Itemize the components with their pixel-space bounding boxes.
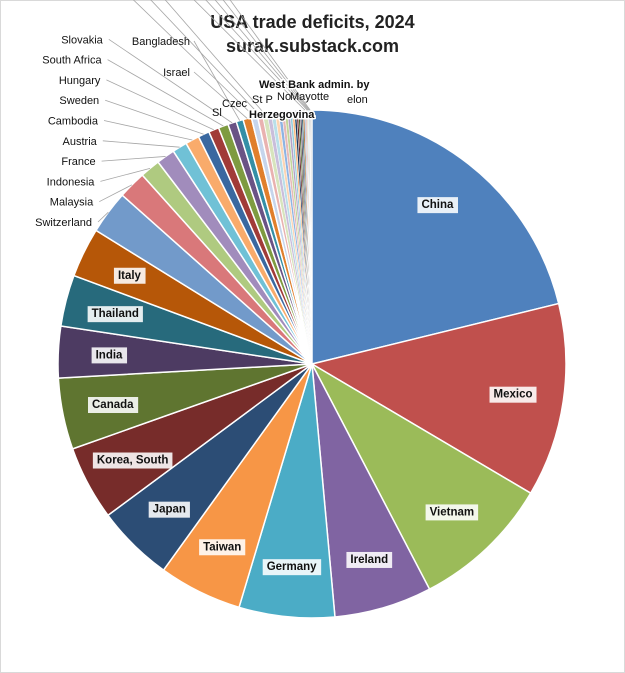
slice-label-israel-23: Israel — [163, 67, 190, 79]
slice-label-japan-6: Japan — [148, 501, 190, 518]
leader-line-west-bank-admin-by-46 — [222, 0, 310, 111]
leader-line-israel-23 — [193, 71, 248, 119]
slice-label-west-bank-admin-by-46: West Bank admin. by — [259, 79, 370, 91]
pie-slice-mexico-1 — [310, 302, 567, 495]
pie-slice-vietnam-2 — [310, 362, 532, 591]
slice-label-korea-south-7: Korea, South — [92, 452, 173, 469]
slice-label-vietnam-2: Vietnam — [425, 504, 479, 521]
slice-label-malaysia-13: Malaysia — [50, 197, 94, 209]
slice-label-ireland-3: Ireland — [346, 551, 393, 568]
leader-line-sl-24 — [132, 0, 255, 117]
pie-slice-unlabeled-49 — [311, 109, 313, 365]
slice-label-cambodia-17: Cambodia — [48, 116, 99, 128]
svg-text:Vietnam: Vietnam — [430, 506, 475, 518]
slice-label-taiwan-5: Taiwan — [199, 539, 246, 556]
slice-label-mayotte-44: Mayotte — [290, 91, 329, 103]
leader-line-st-p-26 — [164, 0, 266, 115]
slice-label-canada-8: Canada — [88, 397, 139, 414]
leader-lines — [97, 0, 311, 223]
pie-slice-china-0 — [311, 109, 560, 365]
slice-label-no-42: No — [277, 91, 291, 103]
svg-text:Japan: Japan — [153, 504, 186, 516]
leader-line-malaysia-13 — [99, 184, 133, 203]
slice-label-france-15: France — [61, 156, 95, 168]
slice-label-czec-25: Czec — [222, 98, 248, 110]
svg-text:India: India — [96, 349, 123, 361]
svg-text:Thailand: Thailand — [92, 308, 139, 320]
chart-title: USA trade deficits, 2024 — [210, 12, 415, 32]
slice-label-thailand-10: Thailand — [87, 306, 143, 323]
leader-line-france-15 — [101, 156, 166, 162]
slice-label-mexico-1: Mexico — [489, 386, 537, 403]
leader-line-south-africa-20 — [107, 59, 224, 127]
leader-line-no-42 — [193, 0, 306, 111]
svg-text:Canada: Canada — [92, 399, 134, 411]
svg-text:Italy: Italy — [118, 270, 142, 282]
slice-label-italy-11: Italy — [113, 267, 146, 284]
svg-text:Germany: Germany — [267, 561, 317, 573]
slice-label-switzerland-12: Switzerland — [35, 217, 92, 229]
leader-line-indonesia-14 — [100, 167, 151, 182]
slice-label-germany-4: Germany — [262, 559, 322, 576]
slice-label-sl-24: Sl — [212, 107, 222, 119]
svg-text:Ireland: Ireland — [350, 554, 388, 566]
slice-label-herzegovina-47: Herzegovina — [249, 109, 315, 121]
leader-line-austria-16 — [102, 140, 180, 148]
leader-line-switzerland-12 — [97, 211, 109, 223]
leader-line-mayotte-44 — [205, 0, 308, 111]
leader-line-hungary-19 — [106, 79, 214, 131]
chart-subtitle: surak.substack.com — [225, 36, 400, 56]
slice-label-china-0: China — [417, 197, 458, 214]
slice-label-south-africa-20: South Africa — [42, 55, 102, 67]
slice-label-slovakia-21: Slovakia — [61, 34, 103, 46]
svg-text:Mexico: Mexico — [494, 389, 533, 401]
leader-line-sweden-18 — [105, 99, 204, 135]
svg-text:China: China — [421, 199, 454, 211]
slice-label-elon-45: elon — [347, 94, 368, 106]
slice-labels: China Mexico Vietnam Ireland Germany Taiwan Ja… — [35, 34, 537, 576]
slice-label-bangladesh-22: Bangladesh — [132, 36, 190, 48]
slice-label-indonesia-14: Indonesia — [47, 176, 96, 188]
pie-slices — [57, 109, 567, 619]
leader-line-czec-25 — [150, 0, 261, 116]
leader-line-herzegovina-47 — [229, 0, 311, 111]
chart-title-block: USA trade deficits, 2024 surak.substack.… — [0, 10, 625, 58]
svg-text:Taiwan: Taiwan — [203, 541, 241, 553]
svg-text:Korea, South: Korea, South — [97, 455, 169, 467]
slice-label-austria-16: Austria — [63, 136, 98, 148]
slice-label-hungary-19: Hungary — [59, 75, 101, 87]
slice-label-sweden-18: Sweden — [59, 95, 99, 107]
slice-label-st-p-26: St P — [252, 94, 273, 106]
slice-label-india-9: India — [91, 347, 128, 364]
leader-line-elon-45 — [214, 0, 309, 111]
leader-line-slovakia-21 — [108, 38, 233, 124]
leader-line-cambodia-17 — [103, 120, 193, 141]
